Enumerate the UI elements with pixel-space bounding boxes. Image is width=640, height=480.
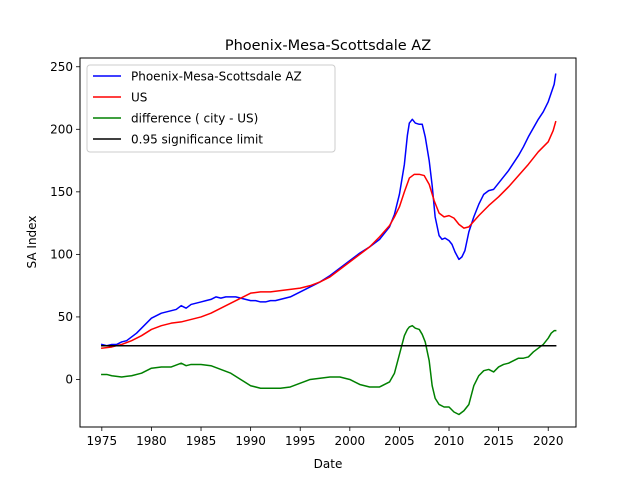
x-tick-label: 1980 — [136, 434, 167, 448]
plot-frame — [79, 57, 577, 428]
x-tick-label: 2005 — [384, 434, 415, 448]
x-tick-label: 2020 — [533, 434, 564, 448]
y-tick-label: 150 — [50, 185, 73, 199]
legend-label-phoenix-mesa-scottsdale-az: Phoenix-Mesa-Scottsdale AZ — [131, 70, 302, 84]
y-tick-label: 50 — [58, 310, 73, 324]
legend-label-us: US — [131, 91, 147, 105]
series-lines — [100, 73, 557, 416]
plot-area: 1975 1980 1985 1990 1995 2000 2005 2010 2015 2020… — [50, 57, 577, 448]
series-line-us — [100, 120, 557, 350]
legend-label-0-95-significance-limit: 0.95 significance limit — [131, 133, 263, 147]
legend: Phoenix-Mesa-Scottsdale AZ US difference (… — [86, 64, 336, 153]
x-tick-label: 2015 — [483, 434, 514, 448]
y-tick-label: 100 — [50, 247, 73, 261]
y-axis-label: SA Index — [25, 216, 39, 269]
x-tick-label: 1990 — [235, 434, 266, 448]
y-tick-label: 250 — [50, 60, 73, 74]
x-tick-label: 1985 — [186, 434, 217, 448]
x-axis-label: Date — [314, 457, 343, 471]
legend-box — [86, 64, 336, 153]
x-axis: 1975 1980 1985 1990 1995 2000 2005 2010 2015 2020 — [87, 427, 564, 448]
chart-title: Phoenix-Mesa-Scottsdale AZ — [225, 38, 431, 54]
y-tick-label: 0 — [65, 372, 73, 386]
x-tick-label: 2000 — [335, 434, 366, 448]
y-tick-label: 200 — [50, 122, 73, 136]
x-tick-label: 2010 — [434, 434, 465, 448]
y-axis: 0 50 100 150 200 250 — [50, 60, 80, 386]
x-tick-label: 1995 — [285, 434, 316, 448]
series-line-difference-city-us — [101, 324, 557, 416]
x-tick-label: 1975 — [87, 434, 118, 448]
legend-label-difference-city-us: difference ( city - US) — [131, 112, 258, 126]
